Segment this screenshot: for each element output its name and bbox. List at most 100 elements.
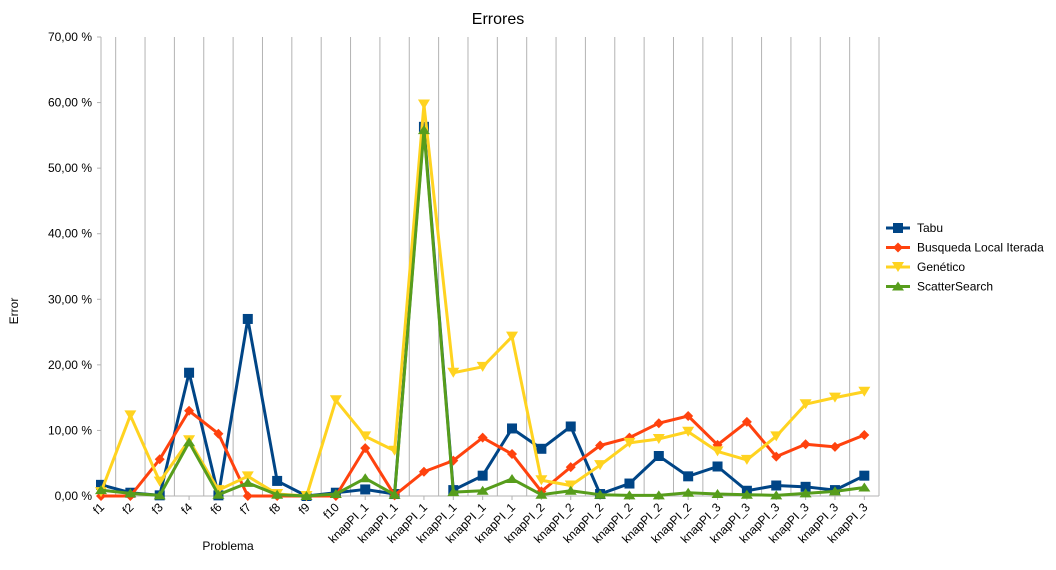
data-point [623, 437, 636, 448]
data-point [359, 473, 372, 483]
x-tick-label: f10 [320, 500, 342, 522]
data-point [360, 484, 371, 495]
data-point [153, 476, 166, 487]
data-point [535, 489, 548, 499]
data-point [741, 416, 752, 427]
y-tick-label: 10,00 % [48, 423, 92, 437]
data-point [771, 451, 782, 462]
data-point [300, 491, 313, 500]
data-point [477, 432, 488, 443]
data-point [242, 313, 253, 324]
data-point [740, 489, 753, 499]
data-point [153, 490, 166, 500]
y-tick-label: 0,00 % [55, 489, 93, 503]
legend-label: Busqueda Local Iterada [917, 241, 1044, 255]
data-point [653, 418, 664, 429]
x-tick-label: f4 [178, 500, 195, 517]
data-point [859, 470, 870, 481]
data-point [418, 466, 429, 477]
data-point [213, 428, 224, 439]
data-point [536, 443, 547, 454]
y-tick-label: 70,00 % [48, 30, 92, 44]
series-tabu [96, 121, 870, 501]
legend-swatch-marker [892, 262, 904, 272]
data-point [565, 462, 576, 473]
data-point [447, 367, 460, 378]
data-point [859, 430, 870, 441]
y-axis-title: Error [7, 298, 21, 325]
legend: Tabu Busqueda Local Iterada Genético Scatte… [886, 221, 1044, 294]
series [95, 99, 871, 501]
data-point [154, 454, 165, 465]
x-tick-label: f2 [119, 500, 136, 517]
data-point [507, 449, 518, 460]
data-point [564, 480, 577, 491]
x-tick-label: f7 [237, 500, 254, 517]
legend-swatch-marker [892, 281, 904, 291]
data-point [594, 489, 607, 499]
data-point [683, 471, 694, 482]
data-point [858, 386, 871, 397]
legend-label: Genético [917, 260, 965, 274]
grid [100, 37, 880, 497]
data-point [682, 426, 695, 437]
data-point [829, 441, 840, 452]
y-tick-label: 50,00 % [48, 161, 92, 175]
legend-item: ScatterSearch [886, 280, 993, 294]
data-point [124, 488, 137, 498]
legend-swatch-marker [893, 242, 903, 253]
data-point [711, 446, 724, 457]
data-point [124, 410, 137, 421]
data-point [242, 491, 253, 501]
x-tick-label: f9 [296, 500, 313, 517]
legend-swatch-marker [893, 223, 903, 233]
series-scattersearch [95, 125, 871, 500]
data-point [770, 490, 783, 500]
data-point [682, 487, 695, 497]
y-tick-label: 60,00 % [48, 96, 92, 110]
data-point [417, 125, 430, 135]
data-point [595, 440, 606, 451]
data-point [359, 431, 372, 442]
chart-title: Errores [472, 11, 524, 28]
data-point [184, 405, 195, 416]
data-point [712, 461, 723, 472]
data-point [329, 395, 342, 406]
legend-item: Busqueda Local Iterada [886, 241, 1044, 255]
y-tick-label: 30,00 % [48, 292, 92, 306]
data-point [447, 487, 460, 497]
data-point [360, 443, 371, 454]
data-point [623, 490, 636, 500]
data-point [711, 489, 724, 499]
data-point [799, 399, 812, 410]
data-point [417, 99, 430, 110]
data-point [535, 475, 548, 486]
legend-label: ScatterSearch [917, 280, 993, 294]
data-point [770, 431, 783, 442]
x-tick-label: f1 [90, 500, 107, 517]
y-tick-label: 40,00 % [48, 227, 92, 241]
data-point [858, 482, 871, 492]
data-point [476, 361, 489, 372]
data-point [476, 485, 489, 495]
data-point [272, 475, 283, 486]
data-point [506, 331, 519, 342]
data-point [329, 489, 342, 499]
data-point [653, 451, 664, 462]
legend-item: Genético [886, 260, 965, 274]
data-point [271, 489, 284, 499]
data-point [740, 454, 753, 465]
data-point [241, 471, 254, 482]
data-point [564, 485, 577, 495]
data-point [800, 439, 811, 450]
axes: 0,00 % 10,00 % 20,00 % 30,00 % 40,00 % 50,00 … [48, 30, 871, 546]
data-point [212, 489, 225, 499]
x-tick-label: f6 [208, 500, 225, 517]
data-point [828, 486, 841, 496]
data-point [96, 479, 106, 490]
data-point [183, 437, 196, 447]
data-point [184, 367, 195, 378]
data-point [624, 478, 635, 489]
data-point [652, 490, 665, 500]
